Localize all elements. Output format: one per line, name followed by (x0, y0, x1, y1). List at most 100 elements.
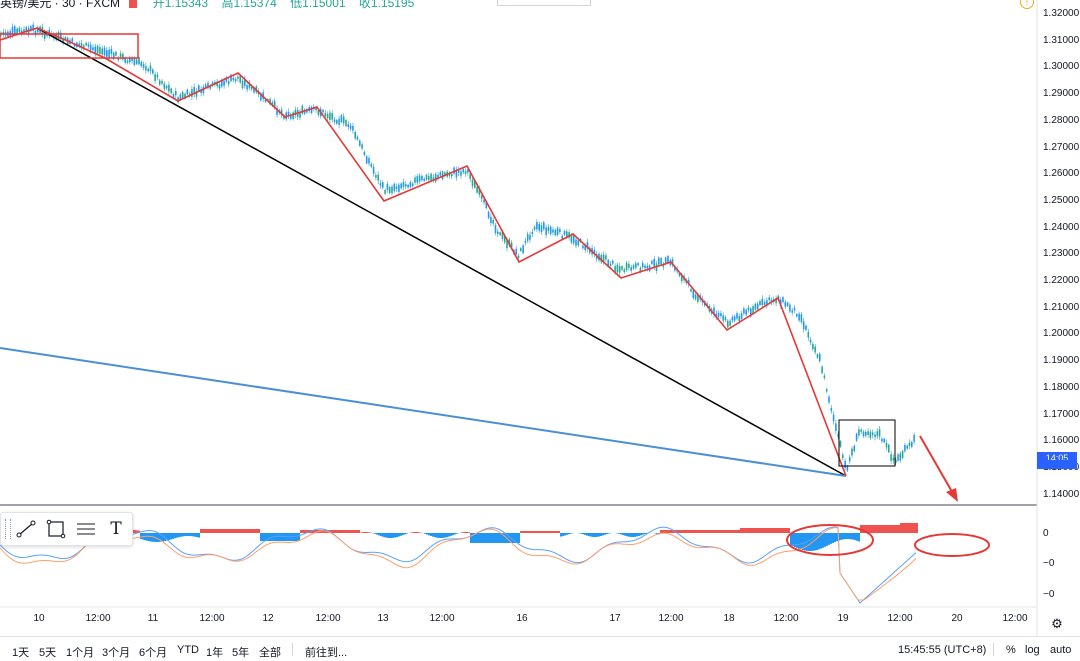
candle-body (904, 445, 906, 451)
log-toggle[interactable]: log (1025, 644, 1040, 656)
histogram-bar (888, 525, 890, 533)
price-axis-label: 1.22000 (1043, 275, 1079, 286)
gear-icon[interactable]: ⚙ (1050, 617, 1064, 631)
histogram-bar (412, 532, 414, 533)
candle-body (325, 113, 327, 116)
trend-line-tool-icon[interactable] (13, 517, 39, 541)
histogram-bar (452, 533, 454, 535)
goto-date-button[interactable]: 前往到... (305, 644, 347, 660)
histogram-bar (600, 533, 602, 536)
histogram-bar (236, 529, 238, 533)
histogram-bar (844, 533, 846, 539)
histogram-bar (400, 533, 402, 536)
price-axis-label: 1.31000 (1043, 35, 1079, 46)
symbol-header[interactable]: 英镑/美元 · 30 · FXCM 开1.15343 高1.15374 低1.1… (0, 0, 424, 10)
histogram-bar (384, 533, 386, 537)
drag-handle-icon[interactable] (5, 519, 11, 539)
histogram-bar (546, 531, 548, 533)
candle-body (787, 303, 789, 306)
histogram-bar (344, 530, 346, 533)
candle-body (831, 408, 833, 411)
candle-body (407, 185, 409, 188)
candle-body (145, 66, 147, 70)
candle-body (97, 46, 99, 53)
parallel-channel-tool-icon[interactable] (73, 517, 99, 541)
candle-body (228, 81, 230, 84)
candle-body (451, 174, 453, 176)
time-axis-label: 12:00 (773, 613, 798, 624)
time-axis-label: 11 (148, 613, 158, 624)
symbol-label[interactable]: 英镑/美元 · 30 · FXCM (0, 0, 120, 10)
histogram-bar (354, 530, 356, 533)
candle-body (154, 74, 156, 81)
histogram-bar (858, 533, 860, 542)
histogram-bar (704, 530, 706, 533)
histogram-bar (398, 533, 400, 536)
histogram-bar (182, 533, 184, 536)
candle-body (725, 317, 727, 320)
candle-body (736, 313, 738, 318)
timeframe-1y[interactable]: 1年 (206, 644, 223, 660)
text-tool-icon[interactable]: T (103, 517, 129, 541)
candle-body (99, 47, 101, 54)
histogram-bar (638, 533, 640, 536)
rectangle-tool-icon[interactable] (43, 517, 69, 541)
histogram-bar (232, 529, 234, 533)
timeframe-ytd[interactable]: YTD (177, 644, 199, 656)
histogram-bar (584, 533, 586, 535)
price-axis-label: 1.23000 (1043, 248, 1079, 259)
histogram-bar (212, 529, 214, 533)
histogram-bar (346, 530, 348, 533)
timeframe-all[interactable]: 全部 (259, 644, 281, 660)
candle-body (88, 44, 90, 46)
candle-body (561, 236, 563, 239)
histogram-bar (168, 533, 170, 540)
candle-body (359, 140, 361, 146)
timeframe-5y[interactable]: 5年 (232, 644, 249, 660)
histogram-bar (916, 523, 918, 533)
candle-body (610, 264, 612, 266)
candle-body (108, 50, 110, 57)
timeframe-5d[interactable]: 5天 (39, 644, 56, 660)
histogram-bar (900, 523, 902, 533)
histogram-bar (910, 523, 912, 533)
candle-body (906, 446, 908, 449)
histogram-bar (258, 529, 260, 533)
candle-body (658, 258, 660, 265)
timeframe-1m[interactable]: 1个月 (66, 644, 94, 660)
clock-display[interactable]: 15:45:55 (UTC+8) (898, 644, 986, 656)
candle-body (828, 397, 830, 403)
histogram-bar (418, 532, 420, 533)
histogram-bar (248, 529, 250, 533)
indicator-legend-box[interactable] (497, 0, 591, 6)
histogram-bar (396, 533, 398, 537)
histogram-bar (504, 533, 506, 543)
candle-body (205, 84, 207, 87)
histogram-bar (734, 530, 736, 533)
price-axis-label: 1.24000 (1043, 222, 1079, 233)
timeframe-3m[interactable]: 3个月 (102, 644, 130, 660)
macd-line (0, 527, 916, 603)
histogram-bar (366, 532, 368, 533)
drawing-toolbar[interactable]: T (0, 512, 133, 546)
histogram-bar (424, 533, 426, 534)
price-axis-label: 1.18000 (1043, 382, 1079, 393)
histogram-bar (594, 533, 596, 537)
histogram-bar (634, 533, 636, 537)
candle-body (292, 112, 294, 119)
indicator-axis-label: 0 (1043, 528, 1049, 539)
histogram-bar (444, 533, 446, 538)
histogram-bar (300, 530, 302, 533)
histogram-bar (488, 533, 490, 543)
timeframe-6m[interactable]: 6个月 (139, 644, 167, 660)
candle-body (423, 179, 425, 181)
auto-toggle[interactable]: auto (1050, 644, 1071, 656)
histogram-bar (884, 525, 886, 533)
percent-toggle[interactable]: % (1006, 644, 1016, 656)
histogram-bar (764, 528, 766, 533)
candlestick-series (0, 22, 915, 472)
timeframe-1d[interactable]: 1天 (12, 644, 29, 660)
candle-body (621, 266, 623, 270)
histogram-bar (716, 530, 718, 533)
